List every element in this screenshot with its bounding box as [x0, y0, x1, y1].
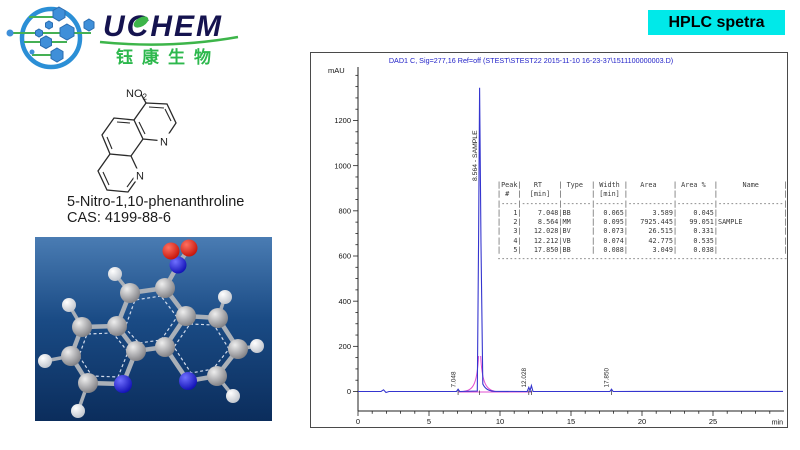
molecule-3d-panel: [35, 237, 272, 421]
x-axis-unit-label: min: [772, 420, 783, 427]
y-tick-label: 200: [338, 342, 351, 351]
peak-rt-label: 8.564 - SAMPLE: [472, 130, 479, 181]
y-tick-label: 0: [347, 387, 351, 396]
aromatic-dashed-rings: [78, 295, 230, 378]
compound-cas: CAS: 4199-88-6: [67, 210, 171, 226]
compound-name: 5-Nitro-1,10-phenanthroline: [67, 194, 245, 210]
plot-generated-content: 0 200 400 600 800 1000 1200 0 5 10 15 20 25 7.048 8.56…: [334, 67, 784, 426]
y-tick-label: 1000: [334, 161, 351, 170]
leaf-icon: [133, 16, 149, 28]
y-tick-label: 800: [338, 206, 351, 215]
badge-label: HPLC spetra: [668, 13, 765, 31]
chromatogram-panel: DAD1 C, Sig=277,16 Ref=off (STEST\STEST2…: [310, 52, 788, 428]
molecule-circle-icon: [6, 6, 95, 70]
molecule-3d-image: [38, 239, 264, 418]
n10-label-bg: [133, 168, 147, 182]
x-tick-label: 5: [427, 417, 431, 426]
x-tick-label: 10: [496, 417, 504, 426]
peak-rt-label: 17.850: [604, 368, 611, 388]
uchem-logo: UCHEM 钰康生物: [6, 6, 239, 70]
double-bond-lines: [102, 106, 172, 188]
chromatogram-title: DAD1 C, Sig=277,16 Ref=off (STEST\STEST2…: [389, 56, 673, 65]
y-axis-unit-label: mAU: [328, 66, 345, 75]
y-tick-label: 1200: [334, 116, 351, 125]
peak-rt-label: 12.028: [521, 368, 528, 388]
logo-subtitle-text: 钰康生物: [116, 47, 220, 67]
nitrogen-atoms: [114, 256, 197, 393]
n1-label-bg: [157, 133, 171, 147]
nitro-group-label: NO2: [126, 88, 148, 102]
logo-swoosh: [99, 35, 239, 46]
x-tick-label: 0: [356, 417, 360, 426]
n10-atom-label: N: [136, 171, 144, 183]
structure-2d: N N NO2: [97, 88, 177, 193]
chromatogram-plot: DAD1 C, Sig=277,16 Ref=off (STEST\STEST2…: [328, 56, 784, 427]
y-tick-label: 600: [338, 252, 351, 261]
y-tick-label: 400: [338, 297, 351, 306]
hydrogen-atoms: [38, 267, 264, 418]
carbon-atoms: [61, 278, 248, 393]
n1-atom-label: N: [160, 137, 168, 149]
x-tick-label: 20: [638, 417, 646, 426]
logo-brand-text: UCHEM: [103, 10, 223, 43]
peak-results-table: |Peak| RT | Type | Width | Area | Area %…: [497, 181, 788, 264]
x-tick-label: 15: [567, 417, 575, 426]
peak-rt-label: 7.048: [450, 371, 457, 387]
oxygen-atoms: [162, 239, 198, 260]
signal-trace: [358, 87, 783, 394]
hplc-spectra-badge: HPLC spetra: [648, 10, 785, 35]
x-tick-label: 25: [709, 417, 717, 426]
